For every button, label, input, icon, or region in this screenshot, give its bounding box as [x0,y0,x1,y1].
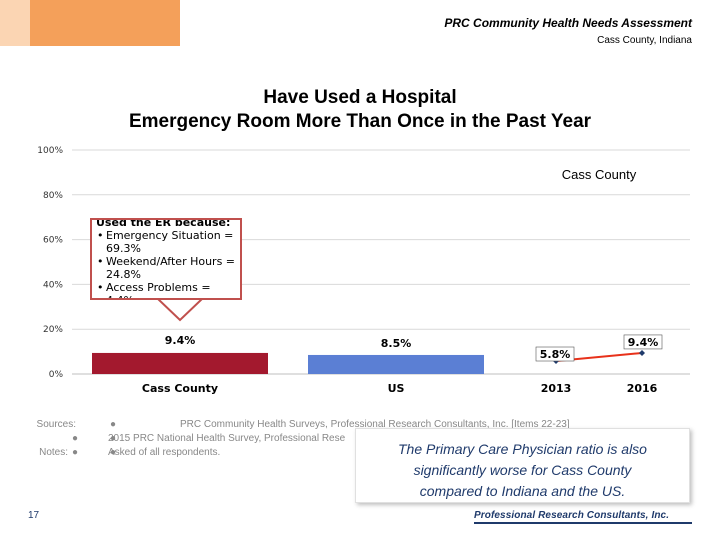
callout-item-weekend: Weekend/After Hours = 24.8% [97,255,236,281]
callout-heading: Used the ER because: [96,218,231,229]
er-reasons-callout: Used the ER because: Emergency Situation… [90,218,242,300]
bar [308,354,484,374]
sources-label: Sources: [36,419,76,430]
x-year-label: 2013 [541,382,572,395]
y-tick-label: 100% [37,146,63,156]
chart-title-line1: Have Used a Hospital [263,87,457,108]
note-line1: The Primary Care Physician ratio is also [398,441,647,457]
chart-title: Have Used a Hospital Emergency Room More… [60,86,660,134]
bullet-icon: ● [110,419,117,430]
trend-point [639,349,645,356]
bar [92,352,268,374]
bullet-icon: ● [110,447,117,458]
callout-item-emergency: Emergency Situation = 69.3% [97,229,236,255]
bullet-icon: ● [72,447,79,458]
notes-line: Asked of all respondents. [108,447,221,458]
sources-line1: PRC Community Health Surveys, Profession… [180,419,570,430]
notes-label: Notes: [39,447,68,458]
corner-decoration-inner [0,0,30,46]
footer-logo: Professional Research Consultants, Inc. [474,510,670,521]
corner-decoration [0,0,180,46]
trend-value-label: 5.8% [540,348,571,361]
note-line2: significantly worse for Cass County [413,462,632,478]
header-title: PRC Community Health Needs Assessment [444,16,692,30]
callout-pointer [155,298,205,322]
trend-value-box [623,334,663,350]
x-year-label: 2016 [627,382,658,395]
trend-value-box [535,346,575,362]
y-tick-label: 40% [43,280,63,290]
y-tick-label: 0% [49,370,64,380]
chart-title-line2: Emergency Room More Than Once in the Pas… [128,111,592,132]
bar-value-label: 9.4% [165,334,196,347]
bullet-icon: ● [72,433,79,444]
y-tick-label: 60% [43,236,63,246]
trend-series-label: Cass County [562,167,637,182]
y-tick-label: 20% [43,325,63,335]
page-number: 17 [28,510,40,521]
bar-value-label: 8.5% [381,337,412,350]
sources-line2-text: 2015 PRC National Health Survey, Profess… [108,433,346,444]
note-line3: compared to Indiana and the US. [419,483,626,499]
callout-item-access: Access Problems = 4.4% [97,281,236,298]
header-subtitle: Cass County, Indiana [597,35,692,46]
trend-value-label: 9.4% [628,336,659,349]
x-category-label: US [388,382,405,395]
sources-line2: 2015 PRC National Health Survey, Profess… [108,432,345,446]
x-category-label: Cass County [142,382,218,395]
y-tick-label: 80% [43,191,63,201]
pcp-note-box: The Primary Care Physician ratio is also… [355,428,690,503]
bullet-icon: ● [110,433,117,444]
footer-logo-underline [474,522,692,524]
callout-list: Emergency Situation = 69.3% Weekend/Afte… [96,229,236,298]
